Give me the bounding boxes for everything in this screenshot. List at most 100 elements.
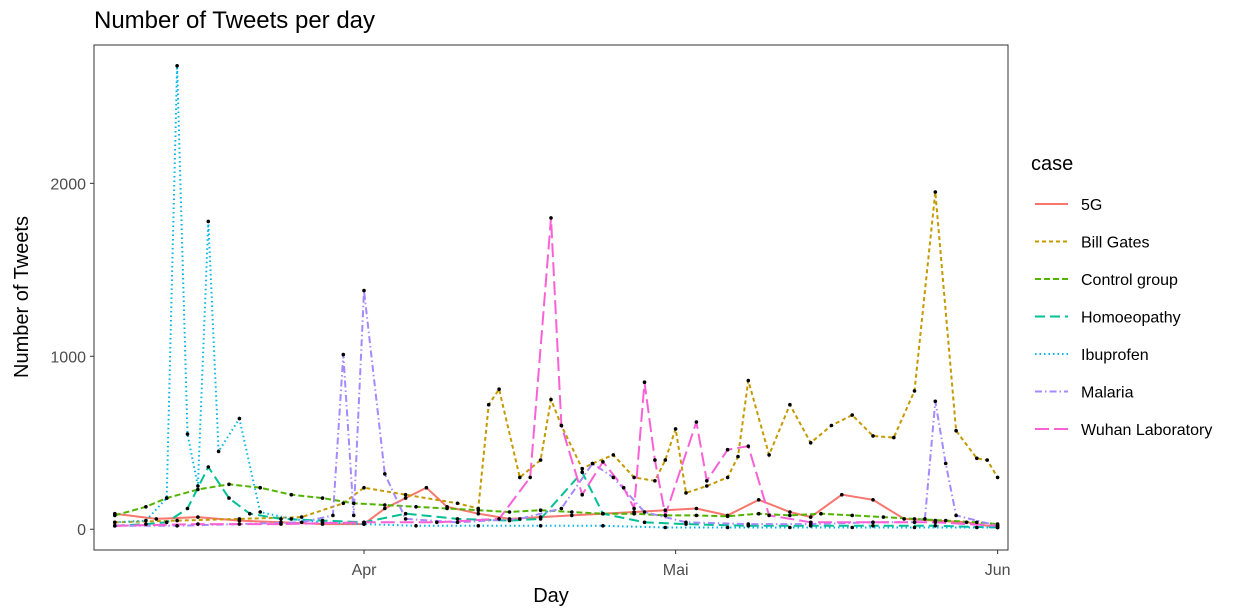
data-point <box>943 518 948 523</box>
data-point <box>725 475 730 480</box>
data-point <box>570 510 574 514</box>
x-tick-label: Jun <box>985 562 1011 579</box>
data-point <box>756 511 761 516</box>
data-point <box>279 517 283 521</box>
data-point <box>331 513 335 518</box>
data-point <box>538 458 543 462</box>
data-point <box>808 441 813 445</box>
data-point <box>113 524 117 528</box>
data-point <box>767 513 771 518</box>
data-point <box>621 485 626 490</box>
data-point <box>403 496 408 500</box>
data-point <box>185 506 190 511</box>
legend-item-label: Ibuprofen <box>1081 347 1149 364</box>
y-tick-label: 0 <box>77 522 86 539</box>
data-point <box>196 515 200 519</box>
series-line-control-group <box>114 483 998 526</box>
data-point <box>424 485 429 490</box>
data-point <box>767 453 771 457</box>
data-point <box>892 435 896 440</box>
data-point <box>663 525 668 530</box>
points-layer <box>113 64 1000 530</box>
y-tick-label: 2000 <box>50 176 86 193</box>
data-point <box>362 288 366 293</box>
x-tick-label: Mai <box>663 562 689 579</box>
data-point <box>206 219 211 224</box>
y-axis-label: Number of Tweets <box>11 216 33 378</box>
data-point <box>611 475 616 480</box>
data-point <box>445 506 449 511</box>
data-point <box>954 513 958 518</box>
data-point <box>580 466 584 471</box>
data-point <box>549 397 553 402</box>
data-point <box>196 484 200 488</box>
series-line-malaria <box>114 290 998 527</box>
data-point <box>113 513 117 518</box>
data-point <box>414 505 418 509</box>
data-point <box>227 482 231 487</box>
series-line-bill-gates <box>114 191 999 524</box>
data-point <box>559 423 564 428</box>
data-point <box>995 475 1000 480</box>
legend-item-label: Control group <box>1081 272 1178 289</box>
data-point <box>912 520 917 525</box>
data-point <box>580 470 584 475</box>
data-point <box>601 460 605 464</box>
data-point <box>549 216 553 220</box>
data-point <box>538 508 543 512</box>
data-point <box>933 399 938 404</box>
data-point <box>383 506 387 511</box>
data-point <box>975 456 979 461</box>
data-point <box>746 378 751 383</box>
data-point <box>528 475 532 480</box>
data-point <box>663 508 668 512</box>
data-point <box>829 423 834 428</box>
plot-panel <box>93 44 1009 551</box>
data-point <box>985 458 989 462</box>
data-point <box>299 515 304 519</box>
data-point <box>933 190 938 194</box>
data-point <box>299 520 304 525</box>
data-point <box>164 496 169 500</box>
x-tick-label: Apr <box>352 562 378 579</box>
data-point <box>341 352 346 357</box>
data-point <box>850 513 854 518</box>
data-point <box>611 453 616 457</box>
data-point <box>403 517 408 521</box>
data-point <box>902 517 906 521</box>
data-point <box>995 524 1000 528</box>
data-point <box>507 510 512 514</box>
data-point <box>756 498 761 502</box>
data-point <box>694 513 699 518</box>
data-point <box>705 479 709 483</box>
data-point <box>705 484 709 488</box>
data-point <box>154 517 159 521</box>
data-point <box>248 511 252 516</box>
data-point <box>113 520 117 525</box>
data-point <box>383 503 387 507</box>
data-point <box>632 475 636 480</box>
y-axis: 0 1000 2000 <box>50 176 94 539</box>
data-point <box>871 434 875 438</box>
data-point <box>279 522 283 526</box>
legend-item-label: Bill Gates <box>1081 235 1149 252</box>
data-point <box>788 510 792 514</box>
data-point <box>227 496 231 500</box>
legend-item-label: Malaria <box>1081 385 1134 402</box>
data-point <box>725 514 730 519</box>
data-point <box>933 520 938 525</box>
chart-title: Number of Tweets per day <box>94 7 375 34</box>
data-point <box>912 525 917 530</box>
data-point <box>601 524 605 528</box>
data-point <box>590 461 595 466</box>
data-point <box>840 492 844 497</box>
data-point <box>632 511 636 516</box>
data-point <box>736 454 740 459</box>
data-point <box>403 511 408 516</box>
data-point <box>289 517 294 521</box>
data-point <box>788 525 792 530</box>
data-point <box>486 402 491 407</box>
data-point <box>684 491 688 495</box>
data-point <box>476 508 481 512</box>
